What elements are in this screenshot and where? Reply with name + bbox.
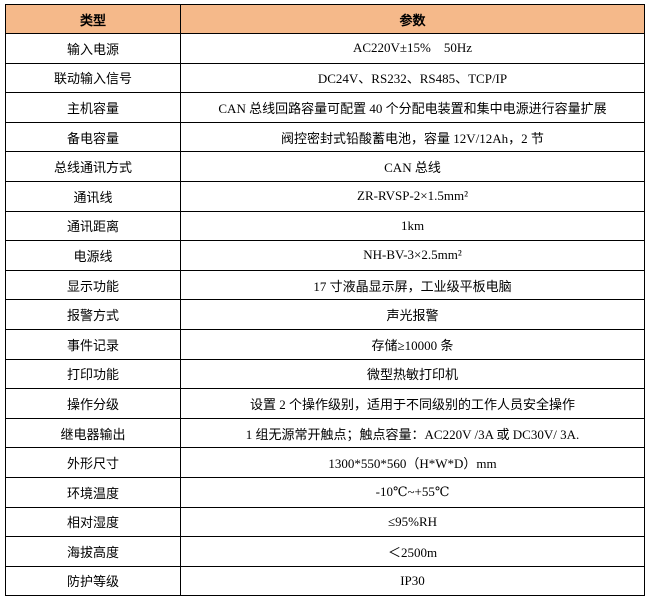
type-cell: 事件记录	[5, 328, 181, 360]
table-row: 相对湿度 ≤95%RH	[5, 506, 645, 538]
type-cell: 通讯线	[5, 180, 181, 212]
param-cell: 设置 2 个操作级别，适用于不同级别的工作人员安全操作	[180, 388, 645, 419]
spec-table: 类型 参数 输入电源 AC220V±15% 50Hz 联动输入信号 DC24V、RS2…	[5, 4, 645, 597]
table-row: 海拔高度 ＜2500m	[5, 536, 645, 567]
type-cell: 操作分级	[5, 388, 181, 419]
param-cell: -10℃~+55℃	[180, 476, 645, 508]
param-cell: ZR-RVSP-2×1.5mm²	[180, 180, 645, 212]
param-cell: CAN 总线	[180, 151, 645, 182]
param-cell: NH-BV-3×2.5mm²	[180, 240, 645, 271]
table-row: 通讯线 ZR-RVSP-2×1.5mm²	[5, 180, 645, 212]
table-row: 主机容量 CAN 总线回路容量可配置 40 个分配电装置和集中电源进行容量扩展	[5, 92, 645, 123]
header-row: 类型 参数	[5, 4, 645, 34]
table-row: 打印功能 微型热敏打印机	[5, 358, 645, 390]
type-cell: 联动输入信号	[5, 62, 181, 94]
type-cell: 电源线	[5, 240, 181, 271]
type-cell: 相对湿度	[5, 506, 181, 538]
param-cell: DC24V、RS232、RS485、TCP/IP	[180, 62, 645, 94]
param-cell: 微型热敏打印机	[180, 358, 645, 390]
header-cell: 类型	[5, 4, 181, 34]
table-row: 环境温度 -10℃~+55℃	[5, 476, 645, 508]
type-cell: 外形尺寸	[5, 447, 181, 478]
table-row: 备电容量 阀控密封式铅酸蓄电池，容量 12V/12Ah，2 节	[5, 121, 645, 153]
table-row: 操作分级 设置 2 个操作级别，适用于不同级别的工作人员安全操作	[5, 388, 645, 419]
type-cell: 环境温度	[5, 476, 181, 508]
table-row: 总线通讯方式 CAN 总线	[5, 151, 645, 182]
param-cell: CAN 总线回路容量可配置 40 个分配电装置和集中电源进行容量扩展	[180, 92, 645, 123]
param-cell: AC220V±15% 50Hz	[180, 33, 645, 64]
type-cell: 报警方式	[5, 299, 181, 330]
param-cell: 声光报警	[180, 299, 645, 330]
type-cell: 通讯距离	[5, 210, 181, 242]
param-cell: 1300*550*560（H*W*D）mm	[180, 447, 645, 478]
type-cell: 显示功能	[5, 269, 181, 301]
param-cell: IP30	[180, 565, 645, 597]
type-cell: 防护等级	[5, 565, 181, 597]
type-cell: 打印功能	[5, 358, 181, 390]
type-cell: 继电器输出	[5, 417, 181, 449]
table-row: 电源线 NH-BV-3×2.5mm²	[5, 240, 645, 271]
param-cell: ≤95%RH	[180, 506, 645, 538]
table-row: 防护等级 IP30	[5, 565, 645, 597]
table-row: 事件记录 存储≥10000 条	[5, 328, 645, 360]
param-cell: 17 寸液晶显示屏，工业级平板电脑	[180, 269, 645, 301]
param-cell: ＜2500m	[180, 536, 645, 567]
type-cell: 海拔高度	[5, 536, 181, 567]
param-cell: 阀控密封式铅酸蓄电池，容量 12V/12Ah，2 节	[180, 121, 645, 153]
table-row: 输入电源 AC220V±15% 50Hz	[5, 33, 645, 64]
table-row: 联动输入信号 DC24V、RS232、RS485、TCP/IP	[5, 62, 645, 94]
param-cell: 1km	[180, 210, 645, 242]
type-cell: 备电容量	[5, 121, 181, 153]
param-cell: 存储≥10000 条	[180, 328, 645, 360]
table-row: 显示功能 17 寸液晶显示屏，工业级平板电脑	[5, 269, 645, 301]
param-cell: 1 组无源常开触点；触点容量：AC220V /3A 或 DC30V/ 3A.	[180, 417, 645, 449]
header-cell: 参数	[180, 4, 645, 34]
type-cell: 主机容量	[5, 92, 181, 123]
table-row: 继电器输出 1 组无源常开触点；触点容量：AC220V /3A 或 DC30V/ …	[5, 417, 645, 449]
type-cell: 输入电源	[5, 33, 181, 64]
table-row: 外形尺寸 1300*550*560（H*W*D）mm	[5, 447, 645, 478]
type-cell: 总线通讯方式	[5, 151, 181, 182]
table-body: 输入电源 AC220V±15% 50Hz 联动输入信号 DC24V、RS232、RS4…	[5, 33, 645, 597]
table-row: 报警方式 声光报警	[5, 299, 645, 330]
table-row: 通讯距离 1km	[5, 210, 645, 242]
